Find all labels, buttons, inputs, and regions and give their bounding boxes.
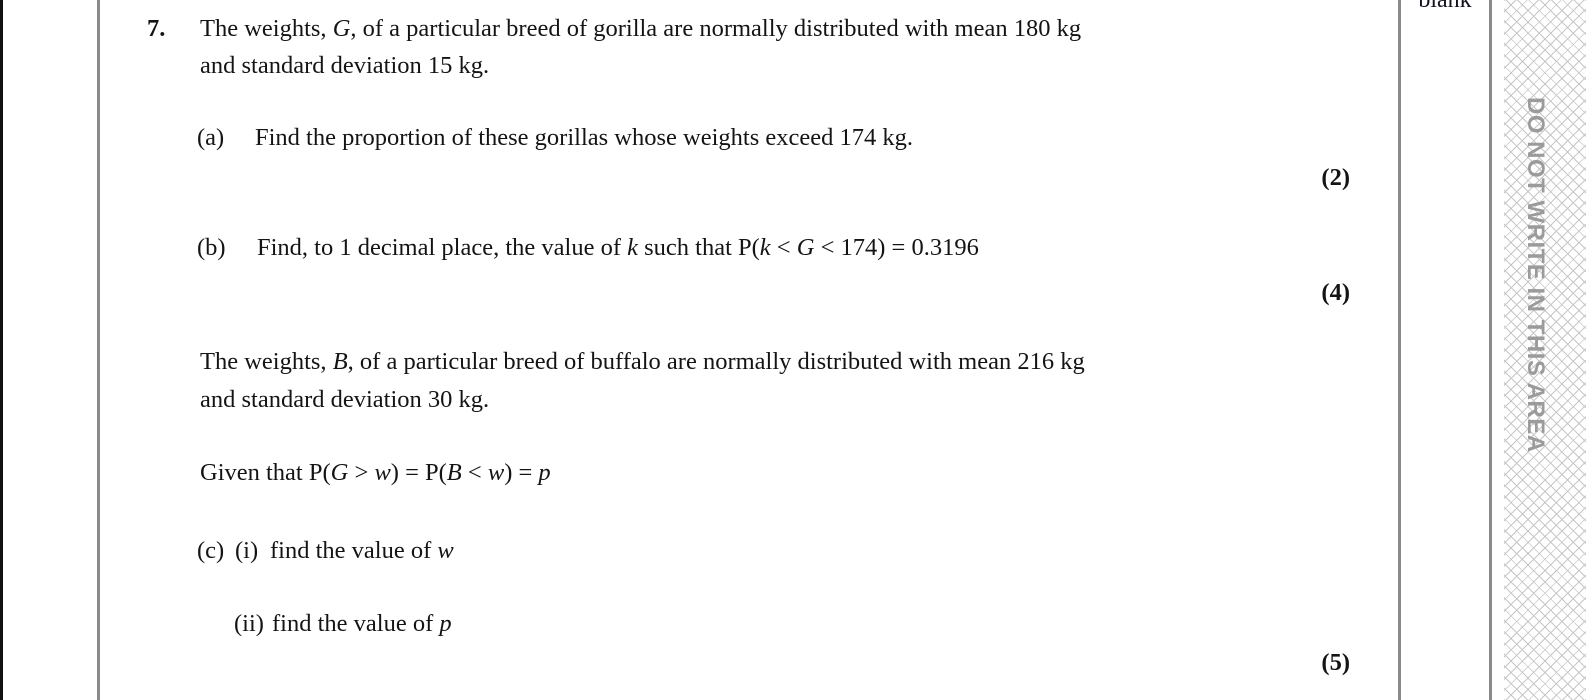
intro-line-2: and standard deviation 15 kg.	[200, 52, 490, 79]
math-var-p: p	[439, 610, 452, 637]
text-segment: , of a particular breed of gorilla are n…	[350, 15, 1082, 42]
part-c-i-label: (i)	[235, 537, 259, 564]
part-b-marks: (4)	[1321, 279, 1350, 306]
part-a-text: Find the proportion of these gorillas wh…	[255, 124, 913, 151]
math-var-B: B	[332, 348, 348, 375]
buffalo-line-1: The weights, B, of a particular breed of…	[200, 347, 1085, 377]
part-c-label: (c)	[197, 537, 225, 564]
text-segment: <	[461, 459, 488, 486]
crosshatch-margin-band	[1504, 0, 1586, 700]
math-var-k: k	[627, 234, 638, 261]
math-var-G: G	[332, 15, 351, 42]
question-number: 7.	[147, 15, 166, 42]
math-var-w: w	[374, 459, 391, 486]
part-b-text: Find, to 1 decimal place, the value of k…	[257, 233, 979, 263]
buffalo-line-2: and standard deviation 30 kg.	[200, 386, 490, 413]
text-segment: such that P(	[637, 234, 760, 261]
text-segment: find the value of	[272, 610, 440, 637]
intro-line-1: The weights, G, of a particular breed of…	[200, 14, 1081, 44]
text-segment: <	[770, 234, 797, 261]
text-segment: Find, to 1 decimal place, the value of	[257, 234, 628, 261]
part-c-marks: (5)	[1321, 649, 1350, 676]
part-c-i-text: find the value of w	[270, 536, 454, 566]
text-segment: The weights,	[200, 348, 333, 375]
math-var-w: w	[487, 459, 505, 486]
blank-column-right-rule	[1489, 0, 1492, 700]
text-segment: The weights,	[200, 15, 333, 42]
text-segment: find the value of	[270, 537, 438, 564]
leave-blank-column: blank	[1401, 0, 1489, 700]
part-a-marks: (2)	[1321, 164, 1350, 191]
math-var-p: p	[538, 459, 551, 486]
text-segment: >	[348, 459, 375, 486]
text-segment: ) = P(	[390, 459, 447, 486]
part-a-label: (a)	[197, 124, 225, 151]
math-var-k: k	[759, 234, 771, 261]
text-segment: < 174) = 0.3196	[814, 234, 979, 261]
do-not-write-vertical-text: DO NOT WRITE IN THIS AREA	[1522, 97, 1549, 453]
leave-blank-label: blank	[1418, 0, 1472, 13]
left-margin-rule	[97, 0, 100, 700]
math-var-G: G	[796, 234, 815, 261]
math-var-B: B	[446, 459, 462, 486]
math-var-w: w	[437, 537, 454, 564]
part-c-ii-text: find the value of p	[272, 609, 452, 639]
page-scan-edge	[0, 0, 3, 700]
given-line: Given that P(G > w) = P(B < w) = p	[200, 458, 551, 488]
part-b-label: (b)	[197, 234, 226, 261]
text-segment: , of a particular breed of buffalo are n…	[347, 348, 1085, 375]
part-c-ii-label: (ii)	[234, 610, 264, 637]
math-var-G: G	[330, 459, 349, 486]
text-segment: Given that P(	[200, 459, 331, 486]
blank-column-left-rule	[1398, 0, 1401, 700]
text-segment: ) =	[504, 459, 539, 486]
